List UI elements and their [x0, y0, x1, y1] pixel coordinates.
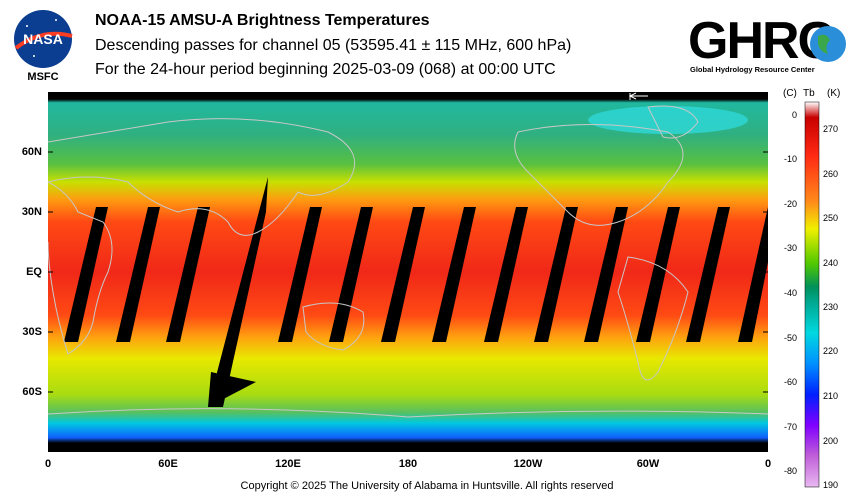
lat-label-eq: EQ — [26, 266, 42, 278]
page-title: NOAA-15 AMSU-A Brightness Temperatures — [95, 12, 430, 29]
coastline-antarctica — [48, 408, 768, 418]
lat-label-30n: 30N — [21, 206, 42, 218]
orbit-gap — [584, 207, 628, 342]
colorbar-k-labels: 270 260 250 240 230 220 210 200 190 — [823, 124, 838, 490]
k-label: 220 — [823, 346, 838, 356]
k-label: 240 — [823, 258, 838, 268]
orbit-gap — [636, 207, 680, 342]
coastline-north-america — [514, 124, 684, 226]
coastline-south-america — [617, 256, 689, 381]
c-label: -10 — [784, 154, 797, 164]
c-label: -40 — [784, 288, 797, 298]
orbit-gap — [208, 372, 256, 407]
arrow-icon — [628, 92, 648, 100]
orbit-gap — [381, 207, 425, 342]
lat-ticks — [48, 151, 768, 393]
orbit-gap — [738, 207, 768, 342]
orbit-gap — [116, 207, 160, 342]
lon-label-120e: 120E — [275, 458, 301, 470]
nasa-center-label: MSFC — [27, 71, 58, 82]
globe-icon — [810, 26, 846, 62]
k-label: 230 — [823, 302, 838, 312]
orbit-gap — [166, 207, 210, 342]
north-cold-patch — [588, 106, 748, 134]
k-label: 270 — [823, 124, 838, 134]
orbit-gap — [278, 207, 322, 342]
coastline-eurasia — [48, 118, 356, 236]
colorbar: (C) Tb (K) 0 -10 -20 -30 -40 -50 -60 -70… — [783, 88, 840, 490]
lat-label-60s: 60S — [22, 386, 42, 398]
c-label: -30 — [784, 243, 797, 253]
k-label: 190 — [823, 480, 838, 490]
colorbar-gradient — [804, 101, 820, 488]
lon-label-60e: 60E — [158, 458, 178, 470]
orbit-gap — [432, 207, 476, 342]
orbit-gap — [484, 207, 528, 342]
lon-label-60w: 60W — [636, 458, 660, 470]
orbit-gap — [329, 207, 373, 342]
nasa-wordmark: NASA — [23, 31, 63, 47]
orbit-gap — [64, 207, 108, 342]
k-label: 260 — [823, 169, 838, 179]
orbit-gap — [534, 207, 578, 342]
brightness-temperature-map — [48, 92, 768, 452]
lat-label-30s: 30S — [22, 326, 42, 338]
lat-label-60n: 60N — [21, 146, 42, 158]
colorbar-unit-c: (C) — [783, 88, 797, 99]
subtitle-channel: Descending passes for channel 05 (53595.… — [95, 37, 572, 54]
c-label: -20 — [784, 199, 797, 209]
lon-label-120w: 120W — [513, 458, 543, 470]
c-label: -50 — [784, 333, 797, 343]
coastline-greenland — [647, 105, 699, 139]
colorbar-c-labels: 0 -10 -20 -30 -40 -50 -60 -70 -80 — [784, 110, 797, 476]
coastline-africa — [48, 181, 113, 355]
copyright-notice: Copyright © 2025 The University of Alaba… — [240, 480, 614, 492]
orbit-gap — [686, 207, 730, 342]
k-label: 210 — [823, 391, 838, 401]
c-label: -80 — [784, 466, 797, 476]
lon-label-180: 180 — [398, 458, 418, 470]
subtitle-period: For the 24-hour period beginning 2025-03… — [95, 61, 556, 78]
lon-label-0-right: 0 — [764, 458, 772, 470]
c-label: 0 — [792, 110, 797, 120]
colorbar-unit-tb: Tb — [803, 88, 815, 99]
coastline-australia — [302, 302, 365, 351]
coastlines — [48, 105, 768, 418]
c-label: -60 — [784, 377, 797, 387]
c-label: -70 — [784, 422, 797, 432]
lon-label-0-left: 0 — [44, 458, 52, 470]
nasa-logo: NASA MSFC — [14, 10, 73, 82]
colorbar-unit-k: (K) — [827, 88, 840, 99]
k-label: 250 — [823, 213, 838, 223]
ghrc-logo: GHRC Global Hydrology Resource Center — [688, 12, 846, 74]
k-label: 200 — [823, 436, 838, 446]
ghrc-caption: Global Hydrology Resource Center — [690, 65, 815, 74]
